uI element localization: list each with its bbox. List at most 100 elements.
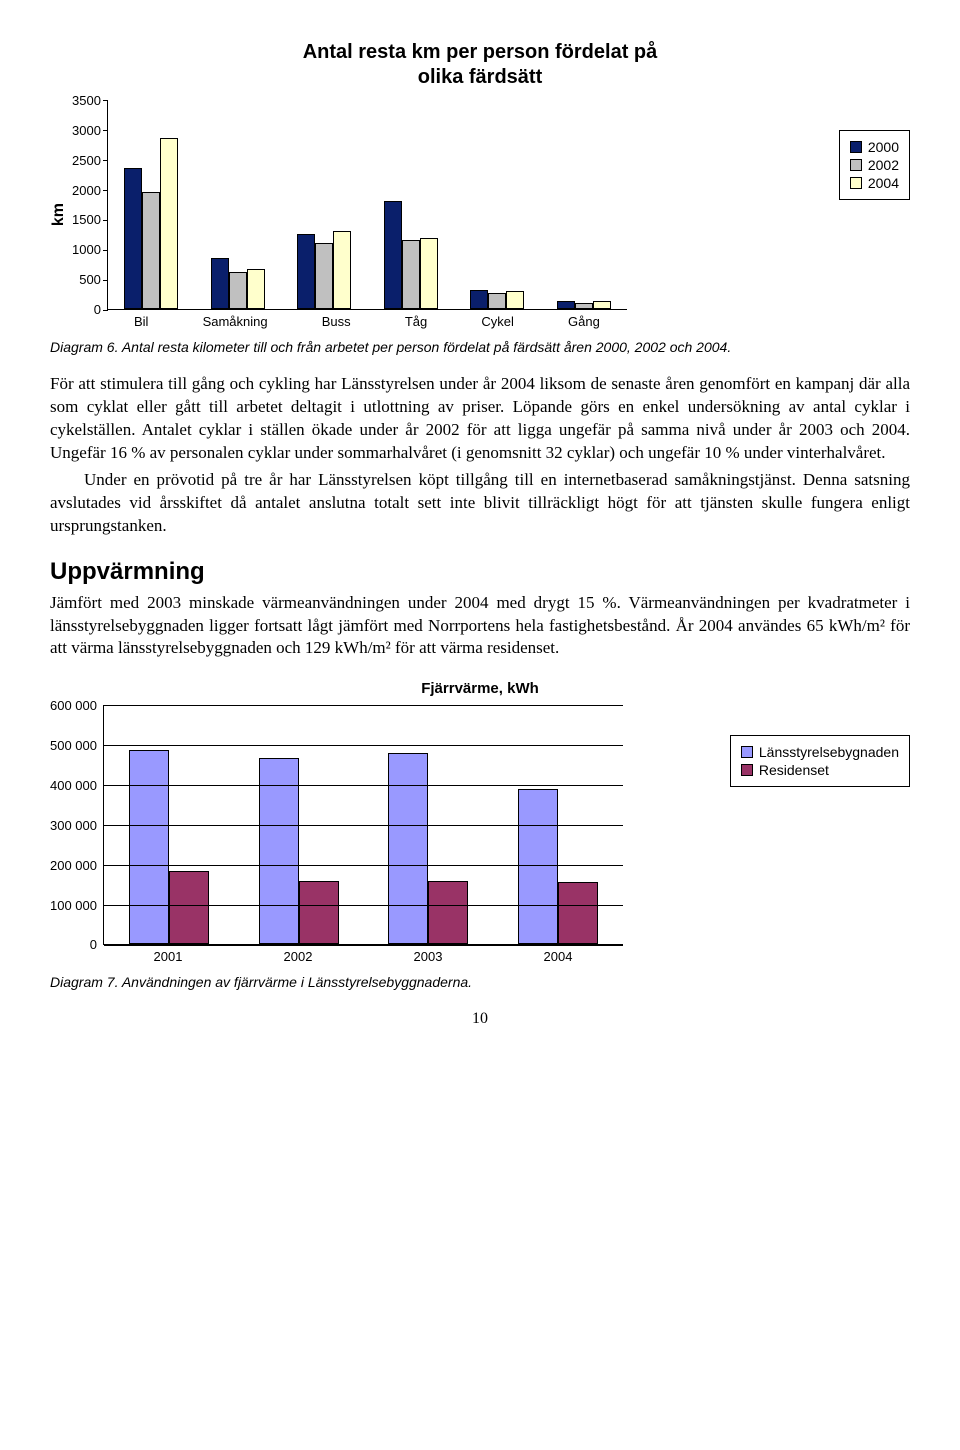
gridline <box>104 945 623 946</box>
chart-2-y-axis: 600 000 500 000 400 000 300 000 200 000 100 0… <box>50 698 103 952</box>
x-tick-label: Gång <box>568 314 600 329</box>
bar <box>211 258 229 309</box>
chart-1-title-line1: Antal resta km per person fördelat på <box>303 41 658 63</box>
bar-group <box>518 789 598 944</box>
chart-2-body: 600 000500 000400 000300 000200 000100 0… <box>50 705 910 964</box>
gridline <box>104 745 623 746</box>
bar <box>333 231 351 309</box>
chart-2-plot <box>103 705 623 945</box>
y-tick-label: 600 000 <box>50 698 97 713</box>
chart-1-x-labels: BilSamåkningBussTågCykelGång <box>107 314 627 329</box>
legend-label: 2004 <box>868 175 899 191</box>
legend-row: 2000 <box>850 139 899 155</box>
legend-row: Residenset <box>741 762 899 778</box>
tick-mark <box>103 130 108 131</box>
tick-mark <box>103 190 108 191</box>
chart-1-plot <box>107 100 627 310</box>
chart-2-x-labels: 2001200220032004 <box>103 949 623 964</box>
bar-group <box>557 301 611 309</box>
bar <box>420 238 438 309</box>
bar-group <box>211 258 265 309</box>
tick-mark <box>103 220 108 221</box>
x-tick-label: 2002 <box>284 949 313 964</box>
bar <box>297 234 315 309</box>
bar-group <box>129 750 209 944</box>
y-tick-label: 1000 <box>72 242 101 257</box>
section-2-heading: Uppvärmning <box>50 558 910 586</box>
body-text-2: Jämfört med 2003 minskade värmeanvändnin… <box>50 592 910 661</box>
chart-2: Fjärrvärme, kWh 600 000 500 000 400 000 300… <box>50 680 910 964</box>
legend-label: 2000 <box>868 139 899 155</box>
y-tick-label: 400 000 <box>50 778 97 793</box>
legend-label: Länsstyrelsebygnaden <box>759 744 899 760</box>
legend-swatch <box>741 746 753 758</box>
legend-row: 2004 <box>850 175 899 191</box>
y-tick-label: 500 000 <box>50 738 97 753</box>
bar <box>124 168 142 309</box>
body-text-1-p1: För att stimulera till gång och cykling … <box>50 373 910 465</box>
y-tick-label: 3500 <box>72 93 101 108</box>
chart-2-legend: Länsstyrelsebygnaden Residenset <box>730 735 910 787</box>
y-tick-label: 2000 <box>72 183 101 198</box>
bar <box>247 269 265 309</box>
bar <box>229 272 247 309</box>
bar <box>388 753 428 944</box>
legend-row: 2002 <box>850 157 899 173</box>
y-tick-label: 1500 <box>72 212 101 227</box>
y-tick-label: 2500 <box>72 153 101 168</box>
tick-mark <box>103 310 108 311</box>
tick-mark <box>103 250 108 251</box>
tick-mark <box>103 160 108 161</box>
x-tick-label: 2003 <box>414 949 443 964</box>
body-text-1: För att stimulera till gång och cykling … <box>50 373 910 538</box>
x-tick-label: 2004 <box>544 949 573 964</box>
legend-swatch <box>850 177 862 189</box>
chart-2-caption: Diagram 7. Användningen av fjärrvärme i … <box>50 974 910 990</box>
bar <box>299 881 339 944</box>
bar <box>593 301 611 309</box>
bar <box>470 290 488 309</box>
gridline <box>104 825 623 826</box>
y-tick-label: 0 <box>90 937 97 952</box>
legend-label: Residenset <box>759 762 829 778</box>
bar <box>315 243 333 309</box>
chart-1-body: km 3500300025002000150010005000 BilSamåk… <box>50 100 910 329</box>
bar <box>488 293 506 309</box>
bar <box>506 291 524 309</box>
body-text-2-p1: Jämfört med 2003 minskade värmeanvändnin… <box>50 592 910 661</box>
legend-label: 2002 <box>868 157 899 173</box>
bar-group <box>388 753 468 944</box>
y-tick-label: 0 <box>94 302 101 317</box>
tick-mark <box>103 280 108 281</box>
chart-2-title: Fjärrvärme, kWh <box>50 680 910 697</box>
x-tick-label: Cykel <box>481 314 514 329</box>
chart-1: Antal resta km per person fördelat på ol… <box>50 40 910 329</box>
x-tick-label: Tåg <box>405 314 427 329</box>
legend-row: Länsstyrelsebygnaden <box>741 744 899 760</box>
chart-1-y-label: km <box>50 203 68 226</box>
bar <box>518 789 558 944</box>
gridline <box>104 905 623 906</box>
bar <box>402 240 420 309</box>
bar <box>428 881 468 944</box>
bar <box>558 882 598 944</box>
page-number: 10 <box>50 1010 910 1028</box>
y-tick-label: 200 000 <box>50 858 97 873</box>
y-tick-label: 100 000 <box>50 898 97 913</box>
chart-1-title-line2: olika färdsätt <box>418 66 542 88</box>
chart-1-caption: Diagram 6. Antal resta kilometer till oc… <box>50 339 910 355</box>
gridline <box>104 865 623 866</box>
bar <box>142 192 160 309</box>
chart-1-legend: 2000 2002 2004 <box>839 130 910 200</box>
bar <box>384 201 402 309</box>
bar <box>169 871 209 944</box>
chart-1-y-axis: 3500 3000 2500 2000 1500 1000 500 0 <box>72 93 107 317</box>
tick-mark <box>103 100 108 101</box>
bar <box>557 301 575 309</box>
y-tick-label: 3000 <box>72 123 101 138</box>
bar <box>129 750 169 944</box>
body-text-1-p2: Under en prövotid på tre år har Länsstyr… <box>50 469 910 538</box>
y-tick-label: 500 <box>79 272 101 287</box>
bar <box>160 138 178 309</box>
y-tick-label: 300 000 <box>50 818 97 833</box>
